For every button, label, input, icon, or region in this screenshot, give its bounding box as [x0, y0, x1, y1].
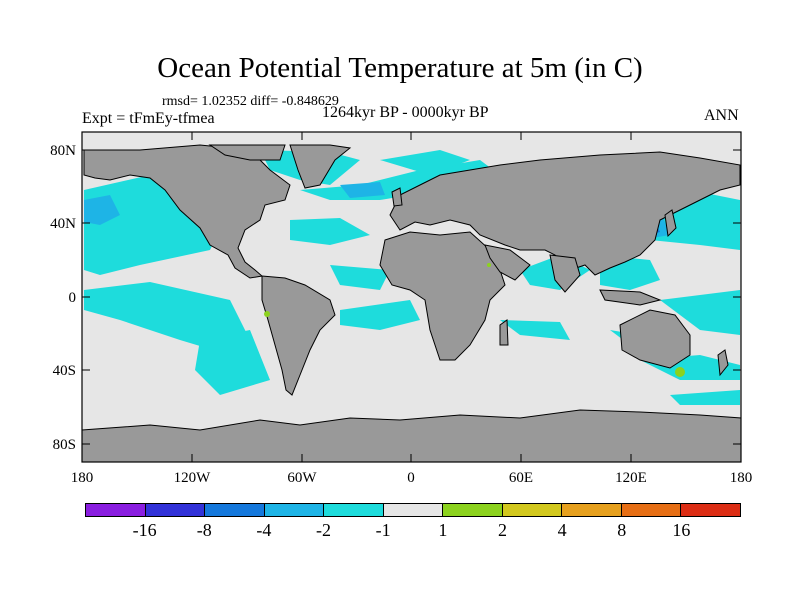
colorbar-segment: [621, 504, 682, 516]
colorbar-label: 8: [617, 520, 627, 540]
colorbar-label: 4: [557, 520, 567, 540]
x-tick-labels: 180 120W 60W 0 60E 120E 180: [71, 470, 753, 486]
colorbar-label: -2: [316, 520, 332, 540]
colorbar-label: 1: [438, 520, 448, 540]
colorbar-label: 2: [497, 520, 507, 540]
ytick-40s: 40S: [53, 363, 76, 379]
colorbar-label: -8: [196, 520, 212, 540]
xtick-60e: 60E: [509, 470, 533, 486]
greenland: [289, 144, 352, 189]
colorbar: [85, 503, 741, 517]
colorbar-segment: [562, 504, 622, 516]
xtick-0: 0: [407, 470, 415, 486]
madagascar: [499, 319, 509, 346]
new-zealand: [717, 349, 729, 377]
india: [549, 254, 581, 293]
colorbar-segment: [502, 504, 563, 516]
map-title: Ocean Potential Temperature at 5m (in C): [157, 52, 643, 84]
colorbar-label: -4: [256, 520, 272, 540]
xtick-120e: 120E: [615, 470, 647, 486]
colorbar-segment: [383, 504, 444, 516]
warm-anomaly-spots: [264, 263, 685, 377]
ytick-0: 0: [69, 290, 77, 306]
ytick-40n: 40N: [50, 216, 76, 232]
colorbar-segment: [324, 504, 384, 516]
xtick-60w: 60W: [287, 470, 317, 486]
y-tick-labels: 80N 40N 0 40S 80S: [50, 143, 76, 453]
colorbar-segment: [681, 504, 741, 516]
season-label: ANN: [704, 107, 739, 124]
xtick-180e: 180: [730, 470, 753, 486]
ytick-80s: 80S: [53, 437, 76, 453]
x-axis: [81, 132, 742, 462]
colorbar-segment: [443, 504, 503, 516]
colorbar-label: 16: [672, 520, 691, 540]
colorbar-label: -16: [132, 520, 157, 540]
period-label: 1264kyr BP - 0000kyr BP: [322, 104, 489, 121]
british-isles: [391, 187, 403, 207]
south-america: [261, 275, 336, 396]
land: [81, 144, 742, 463]
colorbar-label: -1: [375, 520, 391, 540]
colorbar-segment: [86, 504, 146, 516]
eurasia: [389, 151, 741, 276]
australia: [619, 309, 691, 369]
y-axis: [82, 149, 741, 445]
indonesia: [599, 289, 662, 306]
colorbar-segment: [145, 504, 206, 516]
experiment-label: Expt = tFmEy-tfmea: [82, 110, 215, 127]
japan: [664, 209, 677, 238]
colorbar-segment: [264, 504, 325, 516]
africa: [379, 231, 506, 361]
arabia: [484, 244, 531, 281]
canada-islands: [208, 144, 286, 161]
xtick-180w: 180: [71, 470, 94, 486]
xtick-120w: 120W: [174, 470, 212, 486]
colorbar-segment: [205, 504, 265, 516]
ytick-80n: 80N: [50, 143, 76, 159]
stats-label: rmsd= 1.02352 diff= -0.848629: [162, 94, 339, 109]
